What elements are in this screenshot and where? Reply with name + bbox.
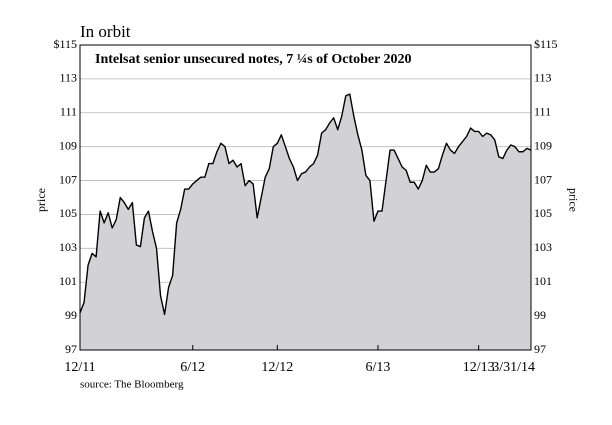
y-axis-label: price (34, 188, 48, 212)
chart-title: In orbit (80, 22, 131, 41)
y-tick-label: 111 (60, 105, 77, 119)
y-tick-label-right: 105 (534, 206, 552, 220)
y-tick-label: 107 (59, 172, 77, 186)
y-axis-label-right: price (566, 188, 580, 212)
y-tick-label: 97 (65, 342, 77, 356)
y-tick-label-right: 99 (534, 308, 546, 322)
price-line (79, 93, 532, 316)
chart-subtitle: Intelsat senior unsecured notes, 7 ¼s of… (95, 52, 412, 67)
x-tick-label: 12/13 (463, 360, 495, 375)
x-tick-label: 12/11 (64, 360, 95, 375)
y-tick-label: 113 (59, 71, 77, 85)
y-tick-label-right: 101 (534, 274, 552, 288)
y-tick-label: 105 (59, 206, 77, 220)
y-tick-label: 101 (59, 274, 77, 288)
y-tick-label: $115 (53, 37, 77, 51)
x-tick-label: 3/31/14 (492, 360, 535, 375)
y-tick-label-right: 103 (534, 240, 552, 254)
y-tick-label: 103 (59, 240, 77, 254)
x-tick-label: 6/12 (180, 360, 205, 375)
plot-frame (79, 44, 532, 351)
x-tick-label: 6/13 (366, 360, 391, 375)
y-tick-label-right: 107 (534, 172, 552, 186)
y-tick-label-right: 109 (534, 138, 552, 152)
source-note: source: The Bloomberg (80, 379, 184, 391)
y-tick-label-right: $115 (534, 37, 558, 51)
area-fill (80, 94, 531, 350)
y-tick-label-right: 97 (534, 342, 546, 356)
y-tick-label: 109 (59, 138, 77, 152)
x-tick-label: 12/12 (261, 360, 293, 375)
y-tick-label-right: 111 (534, 105, 551, 119)
y-tick-label-right: 113 (534, 71, 552, 85)
y-tick-label: 99 (65, 308, 77, 322)
